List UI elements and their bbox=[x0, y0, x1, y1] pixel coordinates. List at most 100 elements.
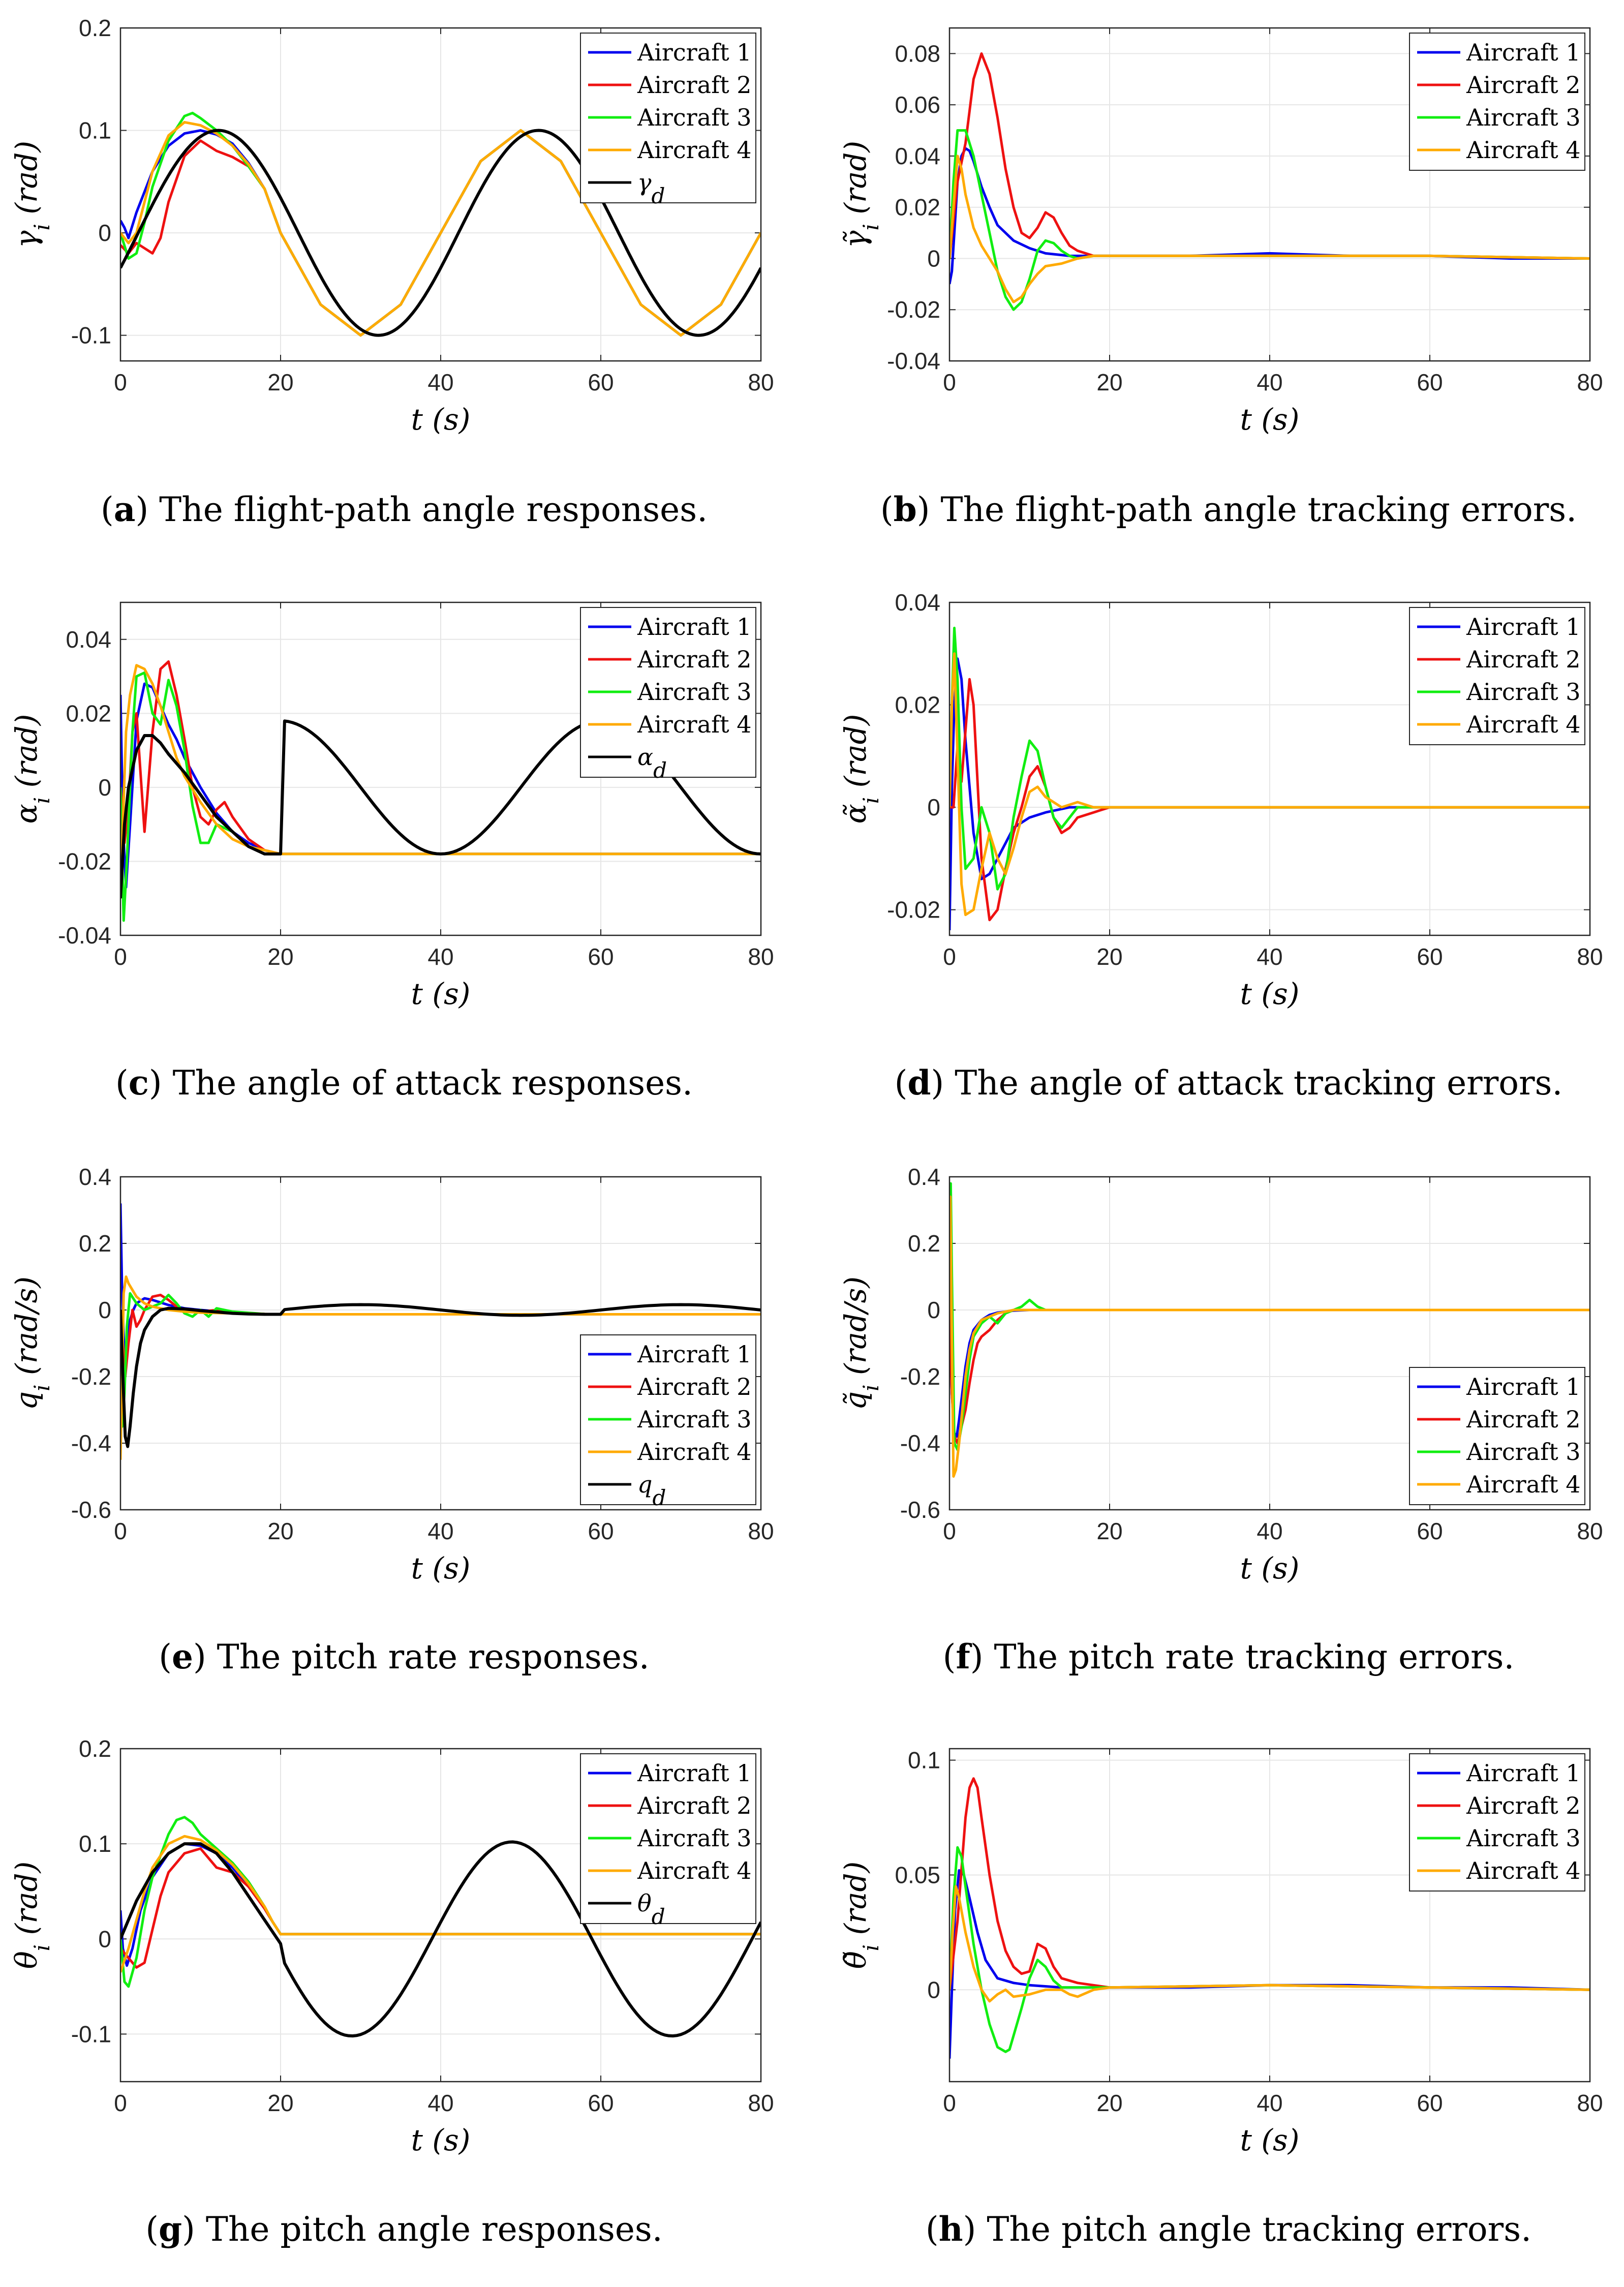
panel-caption: (g) The pitch angle responses. bbox=[145, 2209, 663, 2249]
y-tick-label: 0.06 bbox=[895, 92, 940, 118]
y-tick-label: 0.04 bbox=[895, 589, 940, 616]
series-line bbox=[120, 1292, 761, 1428]
legend-label: Aircraft 3 bbox=[1466, 1824, 1581, 1852]
legend-label: Aircraft 4 bbox=[1466, 136, 1581, 164]
y-tick-label: -0.04 bbox=[58, 922, 111, 949]
x-axis-label: t (s) bbox=[1240, 1551, 1300, 1585]
y-tick-label: -0.1 bbox=[71, 322, 111, 349]
x-tick-label: 40 bbox=[1257, 943, 1282, 970]
legend-label: Aircraft 1 bbox=[1466, 1373, 1581, 1400]
y-tick-label: 0.04 bbox=[895, 143, 940, 169]
y-tick-label: 0.1 bbox=[79, 1831, 111, 1857]
y-tick-label: 0 bbox=[98, 220, 111, 246]
x-tick-label: 60 bbox=[588, 943, 614, 970]
x-axis-label: t (s) bbox=[411, 977, 471, 1011]
series-line bbox=[949, 626, 1590, 891]
y-axis-label: θ̃i (rad) bbox=[838, 1862, 883, 1969]
x-tick-label: 80 bbox=[1577, 2090, 1603, 2116]
legend: Aircraft 1 Aircraft 2 Aircraft 3 Aircraft 4… bbox=[580, 1753, 756, 1929]
y-tick-label: -0.2 bbox=[900, 1363, 940, 1390]
x-tick-label: 80 bbox=[1577, 1518, 1603, 1544]
chart-panel-h: 0 20 40 60 80 0 0.05 0.1 t (s) θ̃i (rad) Aircraft … bbox=[838, 1747, 1603, 2157]
y-tick-label: 0.2 bbox=[79, 1735, 111, 1762]
panel-caption: (d) The angle of attack tracking errors. bbox=[895, 1063, 1563, 1103]
legend-label: Aircraft 2 bbox=[637, 71, 752, 99]
x-tick-label: 80 bbox=[748, 943, 774, 970]
series-line bbox=[120, 1835, 761, 1973]
x-tick-label: 80 bbox=[748, 1518, 774, 1544]
y-tick-label: -0.6 bbox=[900, 1497, 940, 1523]
x-tick-label: 20 bbox=[1096, 2090, 1122, 2116]
series-line bbox=[949, 1846, 1590, 2053]
legend: Aircraft 1 Aircraft 2 Aircraft 3 Aircraft 4 bbox=[1409, 1753, 1585, 1892]
y-tick-label: 0.1 bbox=[908, 1747, 940, 1774]
series-line bbox=[120, 1303, 761, 1448]
x-tick-label: 20 bbox=[267, 369, 293, 395]
legend-label: Aircraft 1 bbox=[1466, 613, 1581, 641]
x-tick-label: 0 bbox=[114, 2090, 127, 2116]
series-line bbox=[120, 120, 761, 337]
x-tick-label: 0 bbox=[943, 369, 956, 395]
legend-label: Aircraft 4 bbox=[1466, 711, 1581, 738]
legend-label: Aircraft 2 bbox=[1466, 646, 1581, 673]
x-tick-label: 60 bbox=[1417, 1518, 1443, 1544]
legend-label: Aircraft 3 bbox=[637, 678, 752, 706]
y-tick-label: 0.2 bbox=[908, 1230, 940, 1257]
legend-label: Aircraft 3 bbox=[637, 1824, 752, 1852]
legend-label: Aircraft 1 bbox=[637, 1340, 752, 1368]
series-line bbox=[949, 1777, 1590, 1991]
x-tick-label: 80 bbox=[748, 369, 774, 395]
x-tick-label: 0 bbox=[943, 2090, 956, 2116]
y-axis-label: q̃i (rad/s) bbox=[838, 1276, 883, 1410]
legend-label: Aircraft 1 bbox=[1466, 1759, 1581, 1787]
y-tick-label: -0.4 bbox=[900, 1430, 940, 1456]
series-line bbox=[120, 1840, 761, 2038]
axes-box bbox=[119, 27, 762, 362]
y-tick-label: 0.1 bbox=[79, 117, 111, 144]
series-line bbox=[949, 678, 1590, 922]
legend: Aircraft 1 Aircraft 2 Aircraft 3 Aircraft 4… bbox=[580, 1334, 756, 1510]
y-axis-label: γ̃i (rad) bbox=[838, 141, 883, 248]
x-tick-label: 0 bbox=[114, 369, 127, 395]
y-tick-label: -0.02 bbox=[887, 897, 940, 923]
legend-box bbox=[1409, 1753, 1585, 1892]
axes-box bbox=[948, 1176, 1591, 1511]
legend-label: Aircraft 3 bbox=[637, 1406, 752, 1433]
x-tick-label: 40 bbox=[1257, 1518, 1282, 1544]
x-tick-label: 20 bbox=[267, 943, 293, 970]
y-tick-label: -0.6 bbox=[71, 1497, 111, 1523]
y-axis-label: θi (rad) bbox=[9, 1862, 54, 1969]
legend-box bbox=[1409, 1367, 1585, 1505]
chart-panel-a: 0 20 40 60 80-0.100.10.2t (s)γi (rad)Aircraf… bbox=[9, 15, 774, 437]
x-tick-label: 20 bbox=[267, 1518, 293, 1544]
y-axis-label: qi (rad/s) bbox=[9, 1276, 54, 1410]
legend-label: Aircraft 3 bbox=[1466, 678, 1581, 706]
y-tick-label: 0.4 bbox=[79, 1164, 111, 1190]
legend-label: Aircraft 2 bbox=[1466, 1406, 1581, 1433]
x-tick-label: 40 bbox=[427, 2090, 453, 2116]
legend-label: Aircraft 2 bbox=[637, 1373, 752, 1400]
series-line bbox=[949, 652, 1590, 917]
x-tick-label: 80 bbox=[748, 2090, 774, 2116]
axes-box bbox=[948, 1748, 1591, 2083]
y-tick-label: 0.2 bbox=[79, 1230, 111, 1257]
chart-panel-g: 0 20 40 60 80 -0.1 0 0.1 0.2 t (s) θi (rad) Aircraf… bbox=[9, 1735, 774, 2157]
x-tick-label: 40 bbox=[427, 369, 453, 395]
y-tick-label: 0 bbox=[98, 1926, 111, 1952]
legend-label: γd bbox=[637, 169, 665, 208]
legend-label: Aircraft 2 bbox=[1466, 71, 1581, 99]
x-tick-label: 20 bbox=[1096, 369, 1122, 395]
y-tick-label: 0 bbox=[927, 794, 940, 820]
y-tick-label: -0.1 bbox=[71, 2021, 111, 2047]
legend-label: Aircraft 1 bbox=[1466, 39, 1581, 66]
y-tick-label: -0.4 bbox=[71, 1430, 111, 1456]
y-tick-label: 0.2 bbox=[79, 15, 111, 41]
legend-label: Aircraft 1 bbox=[637, 613, 752, 641]
y-tick-label: -0.2 bbox=[71, 1363, 111, 1390]
x-tick-label: 0 bbox=[943, 1518, 956, 1544]
legend: Aircraft 1 Aircraft 2 Aircraft 3 Aircraft 4 bbox=[1409, 1367, 1585, 1505]
y-tick-label: 0.05 bbox=[895, 1862, 940, 1888]
legend-label: Aircraft 4 bbox=[637, 136, 752, 164]
panel-caption: (h) The pitch angle tracking errors. bbox=[926, 2209, 1531, 2249]
